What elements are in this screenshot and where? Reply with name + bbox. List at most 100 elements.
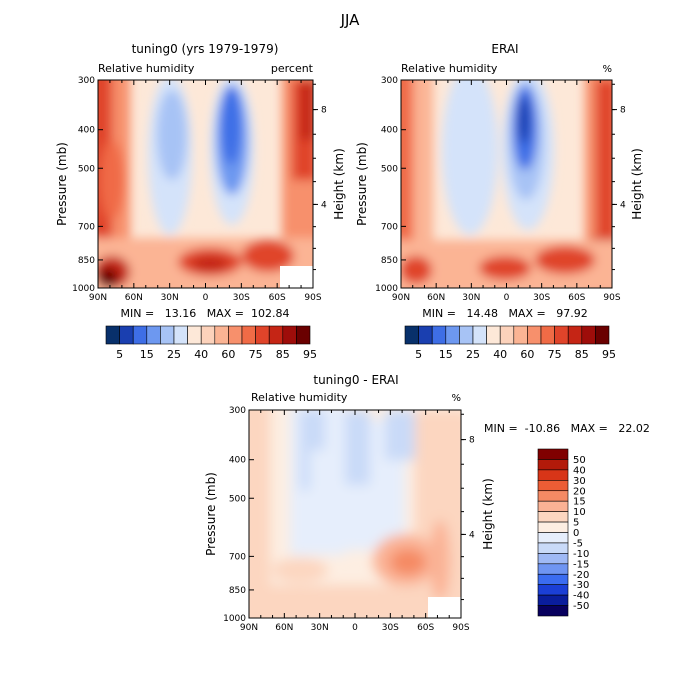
y-tick-label: 1000 bbox=[72, 284, 95, 294]
colorbar-swatch bbox=[537, 448, 569, 460]
panel-subtitle-left: Relative humidity bbox=[401, 62, 498, 75]
x-tick-label: 90N bbox=[89, 293, 107, 303]
x-tick-label: 90S bbox=[304, 293, 321, 303]
panel-subtitle-left: Relative humidity bbox=[251, 391, 348, 404]
colorbar-label: 95 bbox=[602, 348, 616, 361]
stats-text: MIN = 14.48 MAX = 97.92 bbox=[422, 307, 587, 320]
colorbar-swatch bbox=[486, 325, 501, 345]
x-tick-label: 60N bbox=[125, 293, 143, 303]
colorbar-label: 50 bbox=[573, 455, 586, 466]
colorbar-swatch bbox=[554, 325, 569, 345]
colorbar-label: -10 bbox=[573, 549, 589, 560]
colorbar-label: -15 bbox=[573, 559, 589, 570]
colorbar-label: 40 bbox=[194, 348, 208, 361]
y-tick-label: 300 bbox=[78, 76, 95, 86]
colorbar-label: -40 bbox=[573, 591, 589, 602]
y2-tick-label: 4 bbox=[469, 530, 475, 540]
colorbar-swatch bbox=[173, 325, 188, 345]
panel-tuning0: tuning0 (yrs 1979-1979) Relative humidit… bbox=[55, 42, 346, 361]
panel-title: tuning0 - ERAI bbox=[313, 373, 398, 387]
colorbar-swatch bbox=[214, 325, 229, 345]
colorbar-label: 15 bbox=[439, 348, 453, 361]
y2-axis-label: Height (km) bbox=[630, 148, 644, 219]
colorbar: 5 15 25 40 60 75 85 95 bbox=[404, 325, 616, 361]
colorbar-swatch bbox=[537, 563, 569, 575]
colorbar-label: 20 bbox=[573, 486, 586, 497]
colorbar-swatch bbox=[499, 325, 515, 345]
colorbar-swatch bbox=[282, 325, 297, 345]
colorbar-label: 5 bbox=[415, 348, 422, 361]
colorbar-label: 5 bbox=[116, 348, 123, 361]
colorbar-swatch bbox=[268, 325, 284, 345]
y-tick-label: 700 bbox=[381, 222, 398, 232]
x-tick-label: 30S bbox=[382, 623, 399, 633]
colorbar-label: 75 bbox=[249, 348, 263, 361]
panel-title: ERAI bbox=[491, 42, 518, 56]
x-tick-label: 30N bbox=[462, 293, 480, 303]
y-tick-label: 700 bbox=[78, 222, 95, 232]
colorbar-swatch bbox=[537, 521, 569, 533]
colorbar-label: -5 bbox=[573, 538, 583, 549]
panel-subtitle-right: % bbox=[602, 64, 612, 75]
y-tick-label: 400 bbox=[78, 126, 95, 136]
colorbar-swatch bbox=[404, 325, 419, 345]
colorbar-label: -20 bbox=[573, 570, 589, 581]
colorbar-swatch bbox=[459, 325, 474, 345]
y2-axis-label: Height (km) bbox=[481, 478, 495, 549]
stats-text: MIN = -10.86 MAX = 22.02 bbox=[484, 422, 650, 435]
colorbar-swatch bbox=[537, 490, 569, 502]
colorbar-label: 60 bbox=[520, 348, 534, 361]
colorbar-swatch bbox=[160, 325, 175, 345]
colorbar-swatch bbox=[187, 325, 202, 345]
colorbar-swatch bbox=[241, 325, 256, 345]
y-tick-label: 850 bbox=[78, 256, 95, 266]
y-tick-label: 300 bbox=[381, 76, 398, 86]
x-tick-label: 60S bbox=[269, 293, 286, 303]
colorbar-swatch bbox=[537, 594, 569, 606]
colorbar-swatch bbox=[537, 459, 569, 471]
colorbar-swatch bbox=[296, 325, 311, 345]
colorbar-swatch bbox=[418, 325, 433, 345]
x-tick-label: 60S bbox=[568, 293, 585, 303]
colorbar-swatch bbox=[132, 325, 148, 345]
colorbar-swatch bbox=[527, 325, 542, 345]
x-tick-label: 0 bbox=[203, 293, 209, 303]
y-tick-label: 850 bbox=[229, 586, 246, 596]
colorbar-label: 95 bbox=[303, 348, 317, 361]
colorbar-label: 75 bbox=[548, 348, 562, 361]
colorbar-swatch bbox=[581, 325, 596, 345]
colorbar-label: 85 bbox=[575, 348, 589, 361]
contour-field bbox=[401, 80, 612, 288]
colorbar-label: 30 bbox=[573, 476, 586, 487]
colorbar-label: 5 bbox=[573, 518, 579, 529]
y-tick-label: 700 bbox=[229, 552, 246, 562]
colorbar-swatch bbox=[537, 532, 569, 544]
y-axis-label: Pressure (mb) bbox=[204, 472, 218, 556]
y2-axis-label: Height (km) bbox=[332, 148, 346, 219]
y-tick-label: 400 bbox=[229, 456, 246, 466]
colorbar-label: 40 bbox=[573, 465, 586, 476]
panel-difference: tuning0 - ERAI Relative humidity % bbox=[204, 373, 650, 633]
x-tick-label: 60S bbox=[417, 623, 434, 633]
colorbar-label: 10 bbox=[573, 507, 586, 518]
colorbar-label: 40 bbox=[493, 348, 507, 361]
colorbar-swatch bbox=[540, 325, 555, 345]
x-tick-label: 30N bbox=[161, 293, 179, 303]
colorbar-swatch bbox=[105, 325, 120, 345]
colorbar-swatch bbox=[537, 573, 569, 585]
colorbar-label: 60 bbox=[221, 348, 235, 361]
colorbar-label: 85 bbox=[276, 348, 290, 361]
colorbar-label: 0 bbox=[573, 528, 579, 539]
colorbar-label: -50 bbox=[573, 601, 589, 612]
panel-title: tuning0 (yrs 1979-1979) bbox=[132, 42, 279, 56]
contour-field bbox=[249, 410, 461, 618]
y-tick-label: 850 bbox=[381, 256, 398, 266]
contour-field bbox=[98, 80, 313, 288]
x-tick-label: 90S bbox=[603, 293, 620, 303]
x-tick-label: 90N bbox=[392, 293, 410, 303]
x-tick-label: 60N bbox=[275, 623, 293, 633]
colorbar-swatch bbox=[445, 325, 460, 345]
colorbar: 5 15 25 40 60 75 85 95 bbox=[105, 325, 317, 361]
y-axis-label: Pressure (mb) bbox=[355, 142, 369, 226]
